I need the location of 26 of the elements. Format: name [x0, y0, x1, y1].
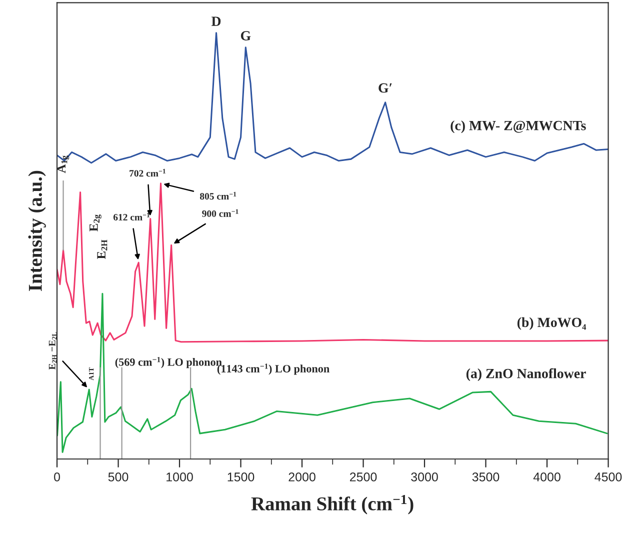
annotation: E$_{2H}$ [97, 240, 108, 260]
annotation: E$_{2H}$ −E$_{2L}$ [48, 332, 57, 370]
x-axis-title: Raman Shift (cm$^{−1}$) [251, 494, 414, 514]
series-label: (c) MW- Z@MWCNTs [450, 120, 586, 134]
x-tick-label: 1000 [166, 472, 193, 482]
series-label: (a) ZnO Nanoflower [466, 368, 586, 382]
x-tick-label: 2500 [350, 472, 377, 482]
y-axis-title: Intensity (a.u.) [28, 170, 46, 291]
annotation: E$_{2g}$ [90, 214, 102, 232]
series-label: (b) MoWO₄ [517, 317, 586, 330]
annotation: 612 cm$^{−1}$ [113, 212, 150, 221]
x-tick-label: 0 [54, 472, 60, 482]
x-tick-label: 500 [108, 472, 128, 482]
x-tick-label: 2000 [288, 472, 316, 482]
annotation: 805 cm$^{−1}$ [200, 192, 236, 200]
annotation: A$_{1g}$ [57, 155, 70, 174]
annotation: G [240, 31, 251, 40]
annotation: 900 cm$^{−1}$ [202, 209, 238, 217]
annotation: G′ [378, 83, 392, 93]
x-tick-label: 4000 [533, 472, 560, 482]
annotation: D [211, 16, 221, 26]
x-tick-label: 4500 [594, 472, 622, 482]
x-tick-label: 3000 [411, 472, 438, 482]
x-tick-label: 3500 [472, 472, 500, 482]
x-tick-label: 1500 [228, 472, 254, 482]
annotation: 702 cm$^{−1}$ [130, 168, 166, 177]
